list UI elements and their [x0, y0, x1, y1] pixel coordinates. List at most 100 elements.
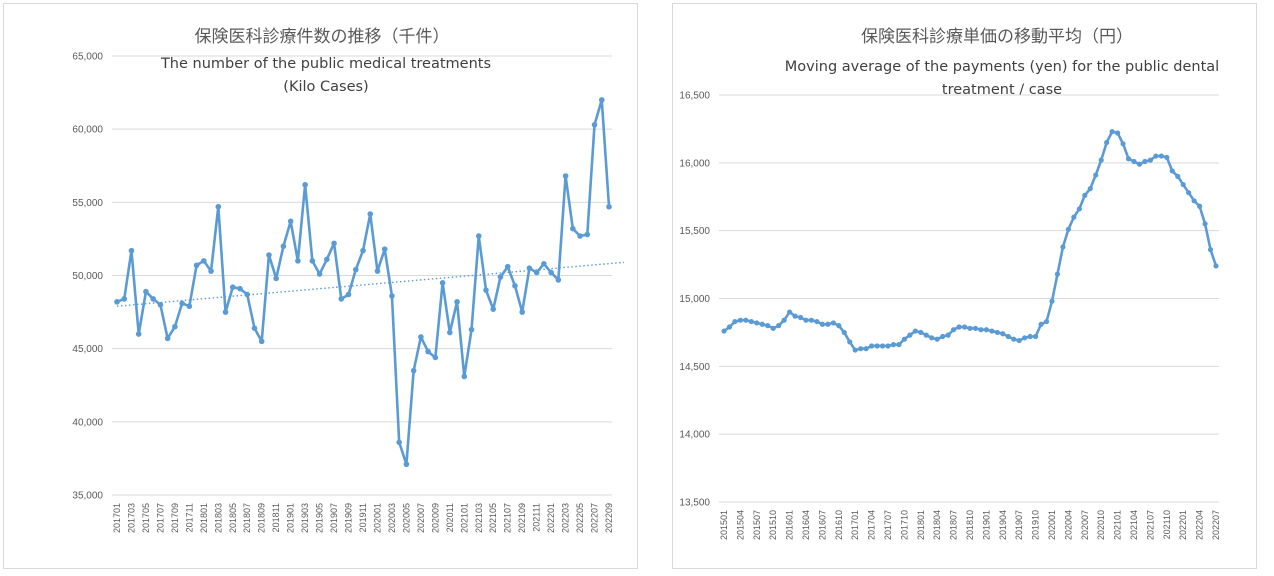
data-point — [150, 296, 156, 302]
x-tick-label: 201801 — [199, 503, 209, 533]
x-tick-label: 202007 — [1080, 510, 1090, 540]
y-tick-label: 60,000 — [72, 125, 103, 136]
data-point — [792, 313, 798, 319]
data-point — [1180, 181, 1186, 188]
data-point — [121, 296, 128, 302]
data-point — [1207, 247, 1214, 253]
y-tick-label: 15,500 — [679, 226, 710, 237]
x-tick-label: 201801 — [916, 510, 926, 540]
data-point — [1153, 153, 1159, 159]
x-tick-label: 201709 — [170, 503, 180, 533]
data-point — [1049, 298, 1055, 304]
data-point — [338, 296, 345, 302]
y-tick-label: 55,000 — [72, 198, 103, 209]
y-tick-label: 40,000 — [72, 417, 103, 428]
x-tick-label: 201901 — [286, 503, 296, 533]
data-point — [215, 203, 222, 210]
y-tick-label: 50,000 — [72, 271, 103, 282]
x-tick-label: 202101 — [459, 503, 469, 533]
data-point — [186, 303, 193, 310]
data-point — [940, 333, 946, 340]
data-point — [934, 336, 940, 342]
data-point — [237, 285, 243, 292]
data-point — [863, 346, 869, 352]
data-point — [869, 343, 875, 349]
x-tick-label: 201707 — [155, 503, 165, 533]
data-point — [1054, 271, 1061, 277]
chart-title: 保険医科診療件数の推移（千件） — [195, 27, 450, 47]
data-point — [179, 300, 185, 307]
data-point — [1093, 172, 1099, 178]
data-point — [577, 233, 583, 239]
data-point — [324, 256, 330, 263]
x-tick-label: 202207 — [590, 503, 600, 533]
data-point — [302, 181, 308, 188]
data-point — [425, 348, 431, 355]
x-tick-label: 202204 — [1195, 510, 1205, 540]
data-point — [847, 339, 853, 345]
data-point — [1000, 331, 1006, 337]
data-point — [912, 328, 918, 334]
data-point — [418, 334, 424, 340]
data-point — [918, 329, 924, 336]
x-tick-label: 201909 — [344, 503, 354, 533]
x-tick-label: 201807 — [949, 510, 959, 540]
series-polyline — [723, 130, 1218, 352]
data-point — [1076, 206, 1082, 212]
x-tick-label: 201811 — [271, 503, 281, 532]
data-point — [172, 323, 178, 330]
data-point — [1169, 168, 1175, 174]
data-point — [748, 318, 754, 325]
data-point — [1065, 226, 1071, 232]
x-tick-label: 202007 — [416, 503, 426, 533]
data-point — [1191, 198, 1197, 204]
x-axis-ticks: 201701 201703 201705 201707 201709 201711 2018… — [112, 503, 614, 533]
x-tick-label: 201907 — [1014, 510, 1024, 540]
data-point — [879, 343, 886, 349]
data-point — [1098, 157, 1104, 163]
data-point — [989, 328, 995, 334]
data-point — [819, 321, 825, 327]
chart-subtitle-line-1: Moving average of the payments (yen) for… — [785, 59, 1219, 75]
data-point — [483, 287, 489, 293]
data-point — [1186, 190, 1192, 196]
x-tick-label: 202009 — [430, 503, 440, 533]
series-line — [114, 97, 612, 468]
data-point — [787, 309, 793, 315]
data-point — [825, 321, 831, 327]
x-tick-label: 201504 — [735, 510, 745, 540]
data-point — [114, 299, 120, 305]
y-tick-label: 16,500 — [679, 91, 710, 102]
data-point — [841, 329, 847, 336]
x-axis-ticks: 201501 201504 201507 201510 201601 201604 2016… — [719, 510, 1221, 540]
data-point — [1197, 203, 1203, 209]
data-point — [951, 327, 957, 333]
x-tick-label: 202201 — [1178, 510, 1188, 540]
data-point — [475, 233, 482, 239]
x-tick-label: 202101 — [1113, 510, 1123, 540]
data-point — [1142, 158, 1148, 165]
data-point — [956, 324, 962, 330]
y-tick-label: 14,500 — [679, 362, 710, 373]
data-point — [403, 461, 410, 468]
data-point — [808, 317, 815, 323]
data-point — [907, 332, 913, 338]
data-point — [258, 338, 265, 345]
data-point — [874, 343, 880, 349]
data-point — [244, 291, 251, 298]
x-tick-label: 201910 — [1031, 510, 1041, 540]
data-point — [776, 323, 782, 329]
x-tick-label: 202205 — [575, 503, 585, 533]
x-tick-label: 202103 — [474, 503, 484, 533]
data-point — [896, 342, 902, 348]
x-tick-label: 201705 — [141, 503, 151, 533]
x-tick-label: 202104 — [1129, 510, 1139, 540]
data-point — [1175, 173, 1181, 179]
data-point — [1131, 158, 1137, 165]
data-point — [994, 329, 1000, 336]
data-point — [983, 327, 989, 333]
data-point — [331, 240, 337, 247]
data-point — [570, 225, 576, 232]
data-point — [901, 336, 907, 342]
data-point — [135, 331, 142, 337]
